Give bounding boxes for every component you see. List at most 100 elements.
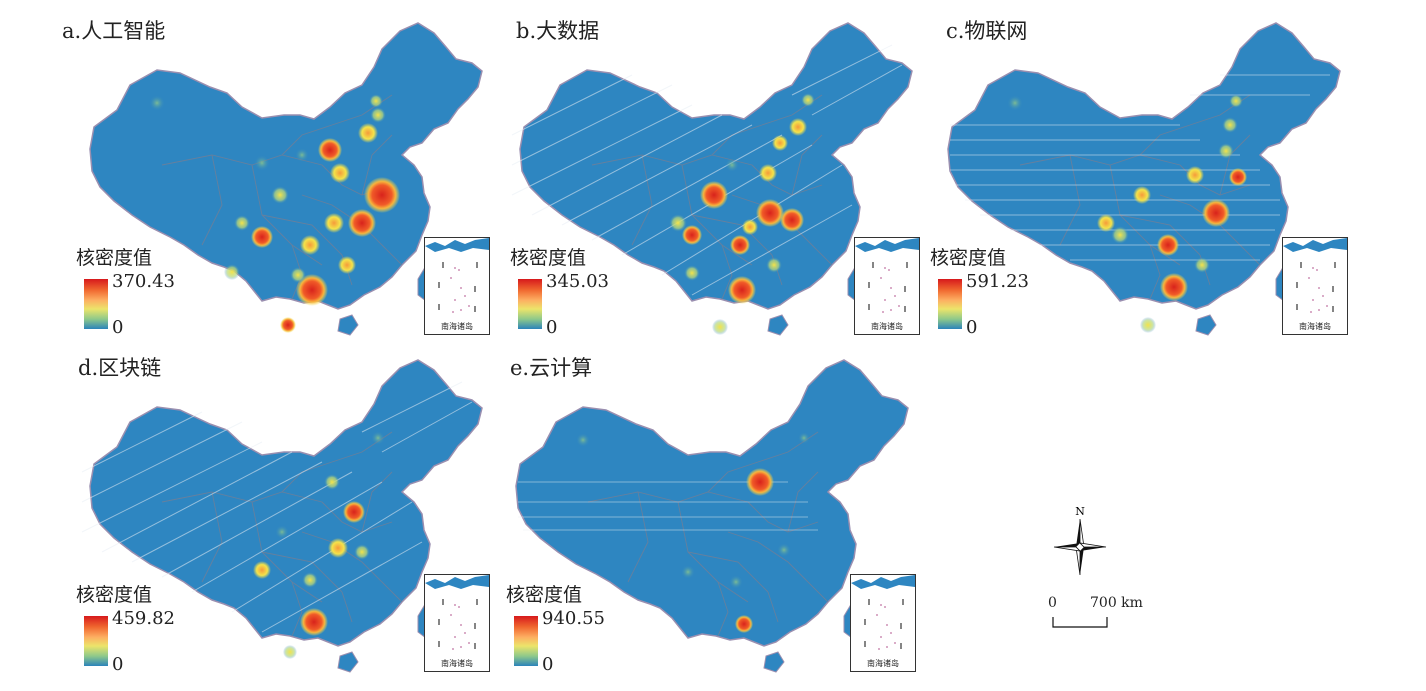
panel-c: c.物联网 核密度值 591.23 0 南海诸岛 [920,15,1360,345]
hotspot [766,257,782,273]
legend-title: 核密度值 [76,247,153,269]
legend-title: 核密度值 [506,584,583,606]
hotspot [780,208,804,232]
hotspot [1222,117,1238,133]
legend-colorbar [518,279,542,329]
china-map-d [81,352,502,682]
legend-title: 核密度值 [76,584,153,606]
hotspot [1202,199,1230,227]
hotspot [1133,186,1151,204]
legend-min: 0 [112,654,124,675]
panel-e: e.云计算 核密度值 940.55 0 南海诸岛 [488,352,928,682]
hotspots-a [149,94,400,333]
hotspot [354,544,370,560]
legend-title: 核密度值 [930,247,1007,269]
hotspot [735,615,753,633]
legend-min: 0 [542,654,554,675]
hotspot [669,214,687,232]
hotspot [756,199,784,227]
hotspot [1140,317,1156,333]
density-legend: 核密度值 345.03 0 [510,243,650,343]
legend-max: 459.82 [112,608,175,629]
panel-title: c.物联网 [946,19,1028,43]
hotspots-d [253,431,385,659]
hotspot [234,215,250,231]
panel-a: a.人工智能 核密度值 370.43 0 南海诸岛 [62,15,502,345]
china-map-b [511,15,932,345]
hotspot [682,225,702,245]
legend-max: 370.43 [112,271,175,292]
hotspot [798,432,810,444]
hotspot [684,265,700,281]
hotspot [1229,94,1243,108]
scale-bar: 0 700 km [1048,595,1168,631]
hotspot [348,209,376,237]
hotspot [700,181,728,209]
hotspot [328,538,348,558]
south-china-sea-inset: 南海诸岛 [850,574,916,672]
density-legend: 核密度值 591.23 0 [930,243,1070,343]
hotspot [343,501,365,523]
hotspot [370,107,386,123]
hotspot [1186,166,1204,184]
hotspot [1160,273,1188,301]
hotspot [369,94,383,108]
legend-title: 核密度值 [510,247,587,269]
scale-line [1052,617,1108,628]
hotspot [251,226,273,248]
inset-label: 南海诸岛 [1299,322,1331,331]
south-china-sea-inset: 南海诸岛 [424,237,490,335]
hotspot [742,219,758,235]
china-map-c [920,15,1360,345]
inset-label: 南海诸岛 [441,659,473,668]
panel-d: d.区块链 核密度值 459.82 0 南海诸岛 [62,352,502,682]
hotspot [1157,234,1179,256]
hotspot [283,645,297,659]
panel-b: b.大数据 核密度值 345.03 0 南海诸岛 [492,15,932,345]
hotspot [280,317,296,333]
hotspot [772,135,788,151]
north-label: N [1075,505,1085,518]
hotspot [224,264,240,280]
hotspot [681,565,695,579]
south-china-sea-inset: 南海诸岛 [1282,237,1348,335]
hotspot [759,164,777,182]
hotspot [728,276,756,304]
legend-min: 0 [546,317,558,338]
hotspot [149,95,165,111]
hotspot [777,543,791,557]
panel-title: a.人工智能 [62,19,166,43]
panel-title: d.区块链 [78,356,162,380]
hotspot [371,431,385,445]
hotspot [330,163,350,183]
panel-title: e.云计算 [510,356,593,380]
hotspot [1111,226,1129,244]
hotspot [1229,168,1247,186]
hotspot [324,213,344,233]
density-legend: 核密度值 940.55 0 [506,580,646,680]
panel-title: b.大数据 [516,19,600,43]
hotspot [1007,95,1023,111]
hotspot [725,158,739,172]
south-china-sea-inset: 南海诸岛 [854,237,920,335]
hotspot [789,118,807,136]
hotspot [364,177,400,213]
hotspot [324,474,340,490]
hotspot [295,148,309,162]
hotspot [254,155,270,171]
hotspot [576,433,590,447]
compass-icon: N [1053,505,1107,576]
hotspot [746,468,774,496]
density-legend: 核密度值 459.82 0 [76,580,216,680]
hotspots-b [669,93,815,335]
legend-max: 591.23 [966,271,1029,292]
legend-colorbar [514,616,538,666]
hotspot [271,186,289,204]
legend-min: 0 [112,317,124,338]
china-map-e [488,352,928,682]
hotspot [1097,214,1115,232]
china-map-a [62,15,502,345]
hotspots-e [576,432,810,633]
hotspot [318,138,342,162]
legend-min: 0 [966,317,978,338]
